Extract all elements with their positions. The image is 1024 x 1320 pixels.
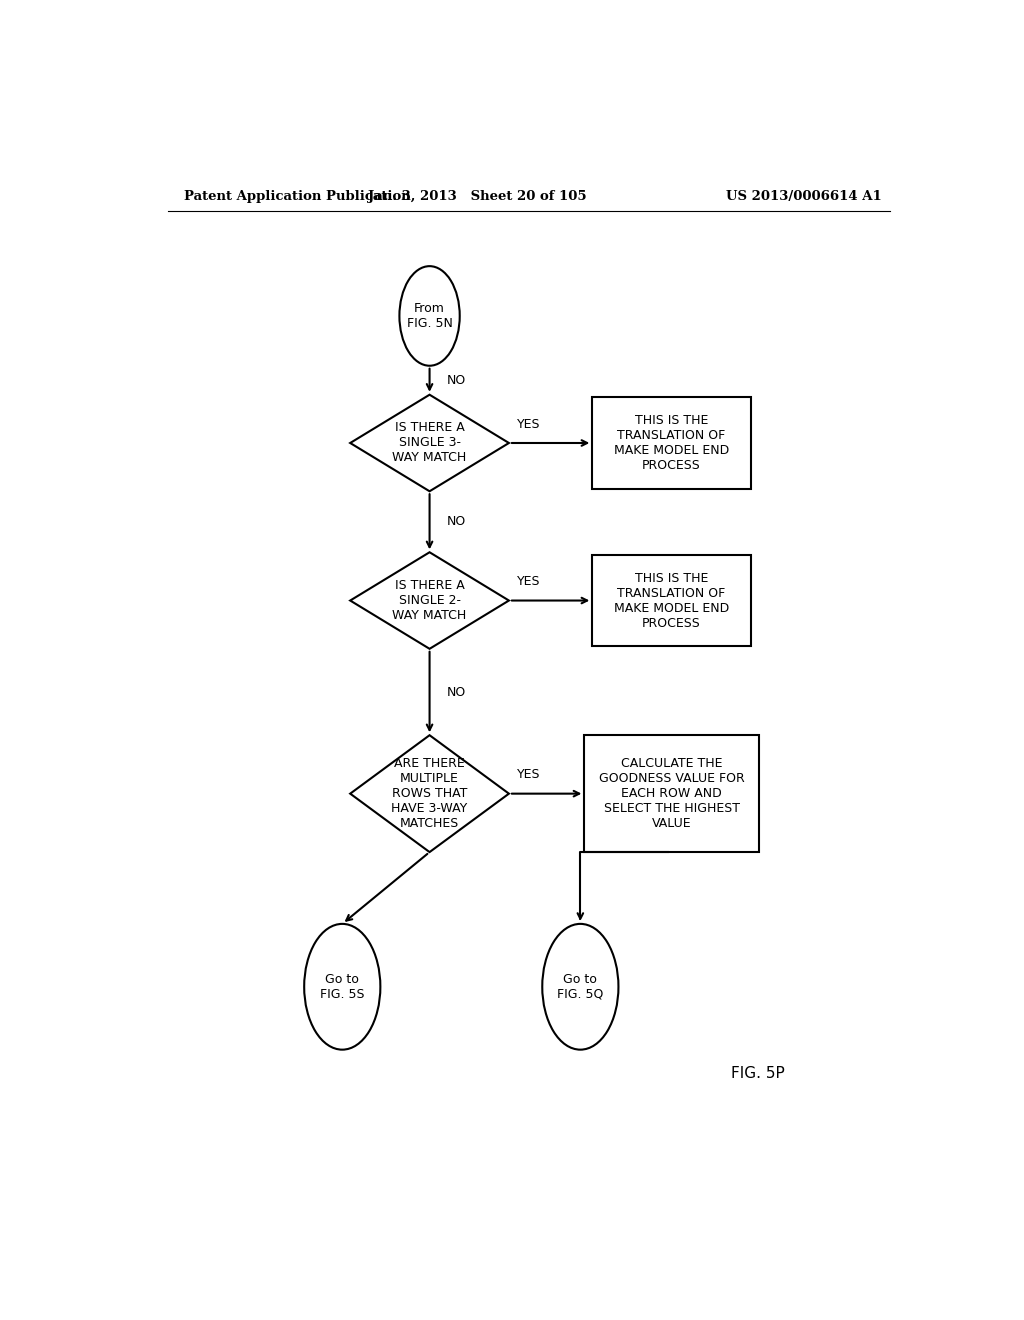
Text: YES: YES <box>517 576 541 589</box>
Text: NO: NO <box>447 374 466 387</box>
Bar <box>585 735 759 853</box>
Bar <box>592 554 751 647</box>
Text: NO: NO <box>447 685 466 698</box>
Text: ARE THERE
MULTIPLE
ROWS THAT
HAVE 3-WAY
MATCHES: ARE THERE MULTIPLE ROWS THAT HAVE 3-WAY … <box>391 758 468 830</box>
Text: Go to
FIG. 5Q: Go to FIG. 5Q <box>557 973 603 1001</box>
Text: NO: NO <box>447 515 466 528</box>
Text: Go to
FIG. 5S: Go to FIG. 5S <box>321 973 365 1001</box>
Text: YES: YES <box>517 418 541 430</box>
Text: FIG. 5P: FIG. 5P <box>731 1065 784 1081</box>
Text: From
FIG. 5N: From FIG. 5N <box>407 302 453 330</box>
Bar <box>592 397 751 488</box>
Text: IS THERE A
SINGLE 2-
WAY MATCH: IS THERE A SINGLE 2- WAY MATCH <box>392 579 467 622</box>
Text: US 2013/0006614 A1: US 2013/0006614 A1 <box>726 190 882 202</box>
Text: IS THERE A
SINGLE 3-
WAY MATCH: IS THERE A SINGLE 3- WAY MATCH <box>392 421 467 465</box>
Text: YES: YES <box>517 768 541 781</box>
Text: Jan. 3, 2013   Sheet 20 of 105: Jan. 3, 2013 Sheet 20 of 105 <box>368 190 587 202</box>
Text: CALCULATE THE
GOODNESS VALUE FOR
EACH ROW AND
SELECT THE HIGHEST
VALUE: CALCULATE THE GOODNESS VALUE FOR EACH RO… <box>599 758 744 830</box>
Text: Patent Application Publication: Patent Application Publication <box>183 190 411 202</box>
Text: THIS IS THE
TRANSLATION OF
MAKE MODEL END
PROCESS: THIS IS THE TRANSLATION OF MAKE MODEL EN… <box>614 414 729 473</box>
Text: THIS IS THE
TRANSLATION OF
MAKE MODEL END
PROCESS: THIS IS THE TRANSLATION OF MAKE MODEL EN… <box>614 572 729 630</box>
